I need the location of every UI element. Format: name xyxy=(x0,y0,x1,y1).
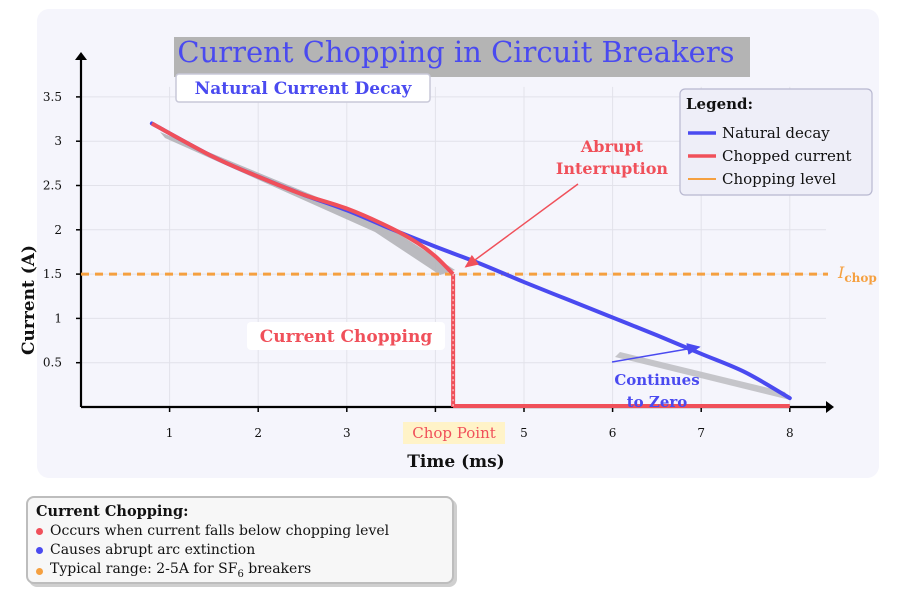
y-axis-label: Current (A) xyxy=(19,245,39,355)
chopped-current-line xyxy=(150,121,455,276)
y-tick-label: 1 xyxy=(54,311,62,325)
bullet-orange-icon xyxy=(36,568,43,576)
info-item: Typical range: 2-5A for SF6 breakers xyxy=(36,560,444,584)
shadow-band-lower xyxy=(615,352,790,400)
current-chopping-box xyxy=(247,322,445,350)
y-tick-label: 2 xyxy=(54,223,62,237)
x-tick-label: 7 xyxy=(697,426,705,440)
info-box-title: Current Chopping: xyxy=(36,503,189,520)
info-box: Current Chopping: Occurs when current fa… xyxy=(26,496,454,584)
x-tick-label: 2 xyxy=(254,426,262,440)
chart-title: Current Chopping in Circuit Breakers xyxy=(177,35,734,69)
continues-arrow xyxy=(611,343,701,363)
plot-panel xyxy=(37,9,879,478)
info-item-text: Typical range: 2-5A for SF6 breakers xyxy=(50,561,312,580)
info-item: Occurs when current falls below chopping… xyxy=(36,522,444,541)
bullet-blue-icon xyxy=(36,547,43,554)
y-axis-arrow-icon xyxy=(75,52,87,60)
x-axis-arrow-icon xyxy=(826,401,834,413)
y-tick-label: 0.5 xyxy=(43,356,62,370)
info-item: Causes abrupt arc extinction xyxy=(36,541,444,560)
annotation-chop-point: Chop Point xyxy=(412,424,496,442)
y-tick-label: 3.5 xyxy=(43,90,62,104)
ticks: 1 2 3 5 6 7 8 0.5 1 1.5 2 2.5 3 3.5 xyxy=(43,90,794,440)
x-axis-label: Time (ms) xyxy=(407,452,504,472)
x-tick-label: 5 xyxy=(520,426,528,440)
annotation-current-chopping: Current Chopping xyxy=(260,327,433,347)
x-tick-label: 3 xyxy=(343,426,351,440)
legend: Legend: Natural decay Chopped current Ch… xyxy=(679,88,873,196)
chopping-level-label: Ichop xyxy=(837,263,877,285)
chart-subtitle: Natural Current Decay xyxy=(195,79,413,99)
legend-entry-natural: Natural decay xyxy=(722,124,830,142)
y-tick-label: 1.5 xyxy=(43,267,62,281)
subtitle-box xyxy=(175,73,431,103)
annotation-continues-line1: Continues xyxy=(614,371,699,389)
abrupt-arrow xyxy=(464,183,579,268)
y-tick-label: 3 xyxy=(54,134,62,148)
y-tick-label: 2.5 xyxy=(43,179,62,193)
title-background xyxy=(174,37,750,77)
annotation-abrupt-line2: Interruption xyxy=(556,159,669,178)
info-item-text: Causes abrupt arc extinction xyxy=(50,542,256,558)
x-tick-label: 1 xyxy=(166,426,174,440)
info-item-text: Occurs when current falls below chopping… xyxy=(50,523,390,539)
legend-title: Legend: xyxy=(686,95,753,113)
x-tick-label: 8 xyxy=(786,426,794,440)
bullet-red-icon xyxy=(36,528,43,535)
chop-point-box xyxy=(403,422,505,444)
annotation-abrupt-line1: Abrupt xyxy=(580,137,644,156)
annotation-continues-line2: to Zero xyxy=(627,393,688,411)
legend-entry-chopped: Chopped current xyxy=(722,147,852,165)
x-tick-label: 6 xyxy=(609,426,617,440)
legend-entry-chop-level: Chopping level xyxy=(722,170,836,188)
